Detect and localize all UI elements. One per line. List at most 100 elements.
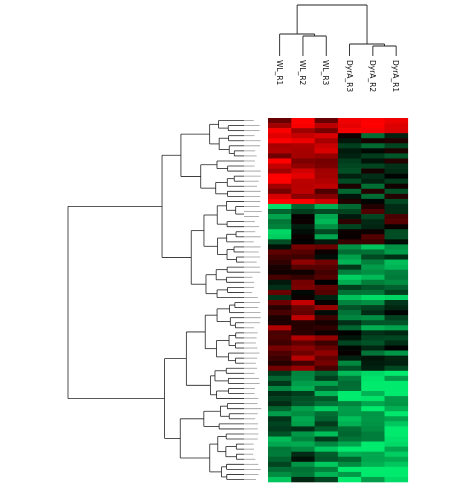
heatmap-cell [337,209,362,215]
heatmap-cell [314,406,339,412]
heatmap-cell [291,401,315,407]
heatmap-cell [291,148,315,154]
heatmap-cell [384,229,409,235]
heatmap-cell [268,456,292,463]
heatmap-cell [337,239,362,245]
heatmap-cell [268,335,292,341]
heatmap-cell [268,315,292,321]
heatmap-cell [268,188,292,195]
heatmap-cell [361,325,385,331]
heatmap-cell [384,401,409,407]
heatmap-cell [384,421,409,427]
heatmap-cell [361,335,385,341]
heatmap-cell [314,118,339,124]
heatmap-cell [268,193,292,200]
heatmap-cell [337,229,362,235]
heatmap-cell [337,451,362,458]
heatmap-cell [314,244,339,250]
heatmap-cells [268,118,409,483]
heatmap-cell [268,229,292,235]
heatmap-cell [337,350,362,356]
heatmap-cell [337,264,362,270]
heatmap-cell [314,300,339,306]
heatmap-cell [337,305,362,311]
heatmap-cell [361,214,385,220]
heatmap-cell [291,259,315,265]
heatmap-cell [268,360,292,367]
heatmap-cell [291,411,315,417]
heatmap-cell [268,173,292,179]
heatmap-cell [384,441,409,447]
heatmap-cell [384,426,409,432]
heatmap-cell [361,224,385,230]
heatmap-cell [291,254,315,260]
heatmap-cell [268,340,292,346]
heatmap-cell [384,123,409,129]
heatmap-cell [361,269,385,276]
heatmap-cell [291,320,315,326]
heatmap-cell [337,401,362,407]
heatmap-cell [361,315,385,321]
heatmap-cell [291,385,315,392]
heatmap-cell [314,476,339,483]
heatmap-cell [361,264,385,270]
heatmap-cell [291,330,315,336]
heatmap-cell [268,350,292,356]
heatmap-cell [384,219,409,225]
heatmap-cell [268,451,292,458]
heatmap-cell [361,436,385,442]
heatmap-cell [384,198,409,205]
heatmap-cell [268,396,292,402]
heatmap-cell [314,471,339,478]
heatmap-cell [337,461,362,468]
heatmap-cell [384,173,409,179]
heatmap-cell [337,380,362,387]
heatmap-cell [384,158,409,164]
heatmap-cell [314,380,339,387]
heatmap-cell [314,385,339,392]
heatmap-cell [361,300,385,306]
heatmap-cell [291,300,315,306]
column-label: WL_R3 [321,60,331,86]
heatmap-cell [361,355,385,361]
heatmap-cell [268,259,292,265]
heatmap-cell [268,274,292,281]
heatmap-cell [314,391,339,397]
heatmap-cell [268,168,292,174]
heatmap-cell [361,239,385,245]
heatmap-cell [384,274,409,281]
heatmap-cell [291,274,315,281]
heatmap-cell [337,203,362,210]
heatmap-cell [314,315,339,321]
heatmap-cell [291,178,315,185]
heatmap-cell [337,406,362,412]
heatmap-cell [314,168,339,174]
heatmap-cell [337,163,362,169]
heatmap-cell [314,375,339,382]
heatmap-cell [384,350,409,356]
heatmap-cell [361,229,385,235]
heatmap-cell [361,128,385,134]
heatmap-cell [384,234,409,240]
heatmap-cell [384,315,409,321]
heatmap-cell [268,385,292,392]
heatmap-cell [268,310,292,316]
heatmap-cell [314,284,339,291]
heatmap-cell [268,436,292,442]
heatmap-cell [268,183,292,190]
heatmap-cell [361,158,385,164]
heatmap-cell [268,269,292,276]
heatmap-cell [361,391,385,397]
heatmap-cell [291,269,315,276]
heatmap-cell [314,163,339,169]
heatmap-cell [384,431,409,437]
heatmap-cell [268,198,292,205]
heatmap-cell [291,466,315,473]
heatmap-cell [361,380,385,387]
heatmap-cell [314,461,339,468]
heatmap-cell [268,158,292,164]
heatmap-cell [361,401,385,407]
heatmap-cell [337,269,362,276]
heatmap-cell [314,143,339,149]
heatmap-cell [337,178,362,185]
